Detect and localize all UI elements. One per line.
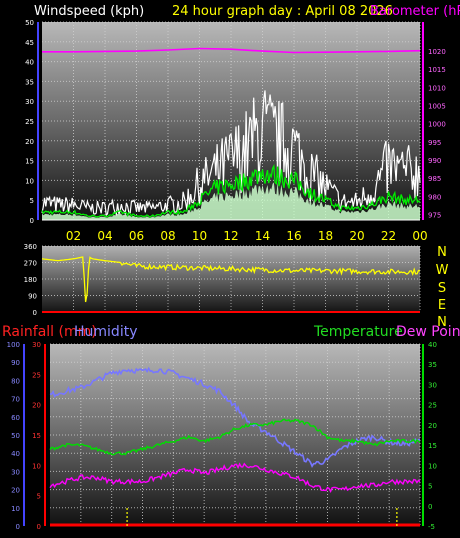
temp-y-tick-label: 0 (428, 503, 432, 511)
rain-y-tick-label: 0 (37, 523, 41, 531)
x-tick-label: 12 (223, 229, 238, 243)
temp-y-tick-label: 25 (428, 402, 437, 410)
wind-y-tick-label: 30 (25, 98, 34, 106)
direction-y-tick-label: 270 (24, 260, 37, 268)
humidity-y-tick-label: 10 (11, 505, 20, 513)
direction-y-tick-label: 0 (33, 309, 37, 317)
rain-y-tick-label: 20 (32, 402, 41, 410)
wind-y-tick-label: 50 (25, 19, 34, 27)
rain-y-tick-label: 25 (32, 371, 41, 379)
temp-y-tick-label: 20 (428, 422, 437, 430)
wind-y-tick-label: 20 (25, 138, 34, 146)
x-tick-label: 16 (286, 229, 301, 243)
compass-label: N (437, 245, 447, 260)
barometer-y-tick-label: 1000 (428, 121, 446, 129)
wind-gust-line (41, 90, 421, 217)
barometer-y-tick-label: 995 (428, 139, 441, 147)
chart-title: 24 hour graph day : April 08 2026 (172, 4, 393, 19)
temp-y-tick-label: 5 (428, 483, 432, 491)
direction-y-tick-label: 180 (24, 276, 37, 284)
wind-y-tick-label: 0 (30, 217, 34, 225)
rain-y-tick-label: 30 (32, 341, 41, 349)
wind-y-tick-label: 5 (30, 197, 34, 205)
temperature-axis-label: Temperature (313, 324, 403, 340)
barometer-y-tick-label: 985 (428, 175, 441, 183)
temp-y-tick-label: 35 (428, 361, 437, 369)
windspeed-axis-label: Windspeed (kph) (34, 4, 144, 19)
wind-y-tick-label: 25 (25, 118, 34, 126)
rainfall-axis-label: Rainfall (mm) (2, 324, 97, 340)
dew-point-axis-label: Dew Point (396, 324, 460, 340)
humidity-axis-label: Humidity (74, 324, 137, 340)
direction-y-tick-label: 360 (24, 243, 37, 251)
barometer-y-tick-label: 1015 (428, 66, 446, 74)
temp-y-tick-label: 15 (428, 442, 437, 450)
temp-y-tick-label: -5 (428, 523, 435, 531)
x-tick-label: 20 (349, 229, 364, 243)
barometer-y-tick-label: 1020 (428, 48, 446, 56)
humidity-y-tick-label: 90 (11, 359, 20, 367)
x-tick-label: 02 (66, 229, 81, 243)
compass-label: S (438, 281, 446, 296)
temp-y-tick-label: 10 (428, 462, 437, 470)
humidity-y-tick-label: 50 (11, 432, 20, 440)
x-tick-label: 14 (255, 229, 270, 243)
compass-label: N (437, 315, 447, 330)
wind-direction-line (41, 256, 421, 303)
humidity-y-tick-label: 20 (11, 487, 20, 495)
rain-y-tick-label: 5 (37, 493, 41, 501)
wind-y-tick-label: 35 (25, 78, 34, 86)
rain-y-tick-label: 15 (32, 432, 41, 440)
wind-y-tick-label: 15 (25, 158, 34, 166)
x-tick-label: 22 (381, 229, 396, 243)
barometer-axis-label: Barometer (hPa) (370, 4, 460, 19)
rain-y-tick-label: 10 (32, 462, 41, 470)
x-tick-label: 04 (97, 229, 112, 243)
x-tick-label: 06 (129, 229, 144, 243)
x-tick-label: 08 (160, 229, 175, 243)
x-tick-label: 18 (318, 229, 333, 243)
barometer-y-tick-label: 975 (428, 212, 441, 220)
compass-label: E (438, 298, 446, 313)
wind-y-tick-label: 10 (25, 177, 34, 185)
wind-calm-fill (42, 182, 420, 220)
temp-y-tick-label: 30 (428, 381, 437, 389)
humidity-y-tick-label: 80 (11, 377, 20, 385)
temperature-line (49, 418, 421, 456)
humidity-y-tick-label: 60 (11, 414, 20, 422)
compass-label: W (436, 263, 449, 278)
humidity-y-tick-label: 0 (16, 523, 20, 531)
barometer-y-tick-label: 1005 (428, 103, 446, 111)
humidity-y-tick-label: 30 (11, 468, 20, 476)
x-tick-label: 00 (412, 229, 427, 243)
direction-y-tick-label: 90 (28, 293, 37, 301)
wind-y-tick-label: 45 (25, 39, 34, 47)
humidity-y-tick-label: 40 (11, 450, 20, 458)
barometer-y-tick-label: 980 (428, 193, 441, 201)
barometer-y-tick-label: 990 (428, 157, 441, 165)
dew-point-line (49, 462, 421, 494)
wind-average-line (41, 163, 421, 218)
barometer-y-tick-label: 1010 (428, 84, 446, 92)
wind-y-tick-label: 40 (25, 59, 34, 67)
humidity-y-tick-label: 100 (7, 341, 20, 349)
humidity-y-tick-label: 70 (11, 396, 20, 404)
temp-y-tick-label: 40 (428, 341, 437, 349)
x-tick-label: 10 (192, 229, 207, 243)
barometer-line (42, 47, 421, 54)
